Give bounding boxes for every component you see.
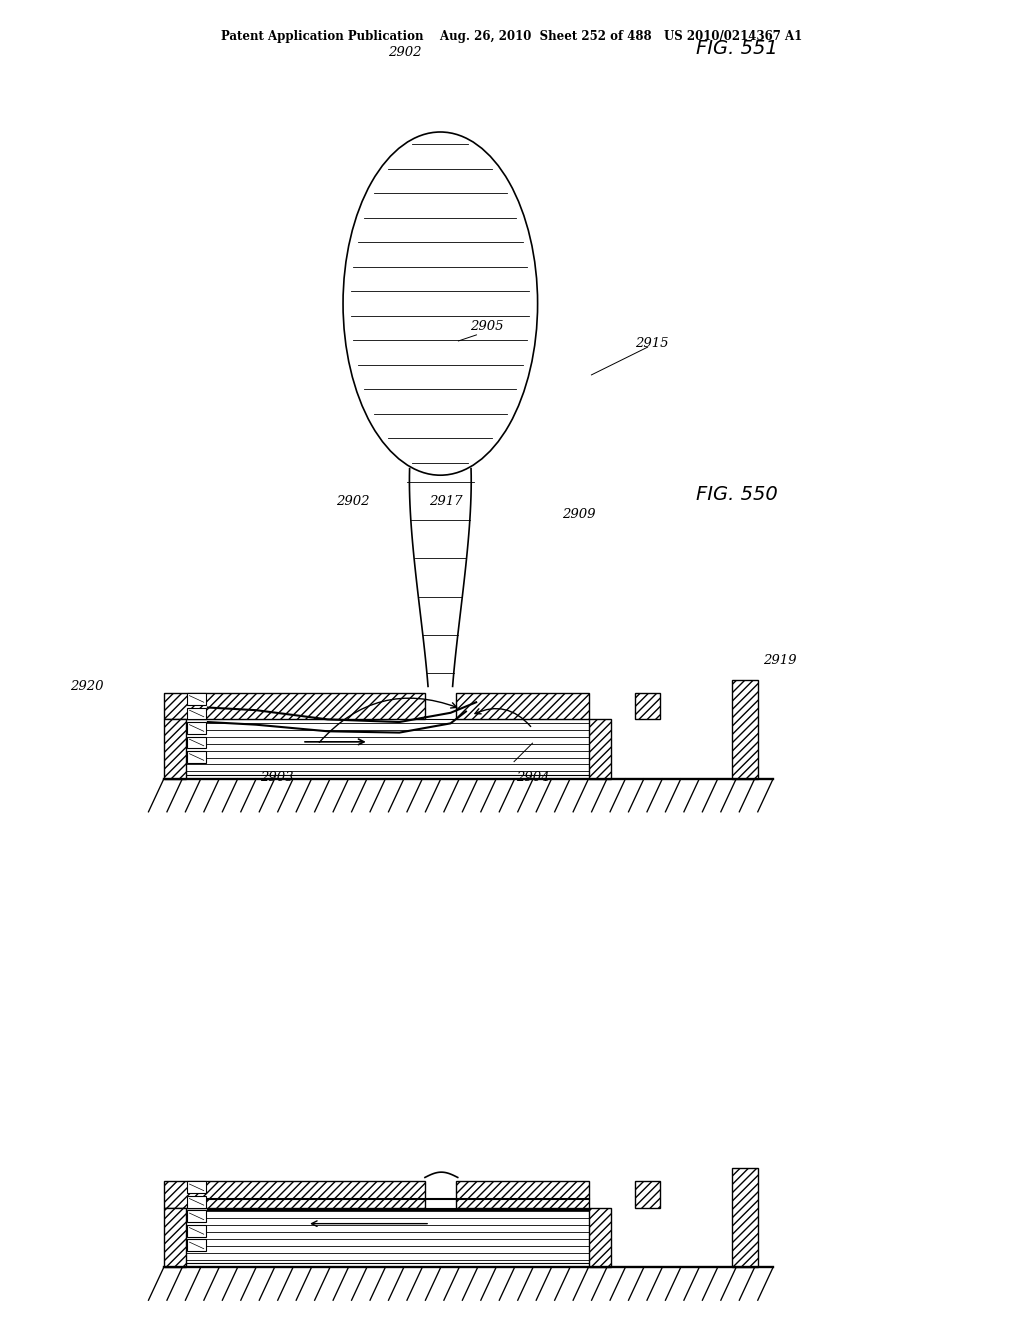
Text: 2917: 2917 [429,495,462,508]
Bar [187,1181,206,1193]
Ellipse shape [343,132,538,475]
Bar [187,1225,206,1237]
Bar [732,1168,758,1267]
Bar [187,1210,206,1222]
Bar [187,751,206,763]
Bar [164,719,186,779]
Bar [635,693,660,719]
Bar [164,693,425,719]
Bar [187,1196,206,1208]
Text: 2920: 2920 [71,680,103,693]
Text: 2909: 2909 [562,508,595,521]
Bar [732,680,758,779]
Text: 2915: 2915 [635,337,669,350]
Text: 2905: 2905 [470,319,503,333]
Bar [164,1181,425,1208]
Bar [589,1208,611,1267]
Bar [187,708,206,719]
Bar [589,719,611,779]
Text: FIG. 551: FIG. 551 [696,40,778,58]
Bar [164,1208,186,1267]
Bar [187,737,206,748]
Bar [456,1181,589,1208]
Bar [187,693,206,705]
Text: 2903: 2903 [260,771,293,784]
Bar [187,1239,206,1251]
Text: 2902: 2902 [388,46,421,59]
Bar [635,1181,660,1208]
Bar [456,693,589,719]
Bar [187,722,206,734]
Text: FIG. 550: FIG. 550 [696,486,778,504]
Text: 2902: 2902 [337,495,370,508]
Text: 2919: 2919 [763,653,797,667]
Text: 2904: 2904 [516,771,549,784]
Text: Patent Application Publication    Aug. 26, 2010  Sheet 252 of 488   US 2010/0214: Patent Application Publication Aug. 26, … [221,30,803,44]
